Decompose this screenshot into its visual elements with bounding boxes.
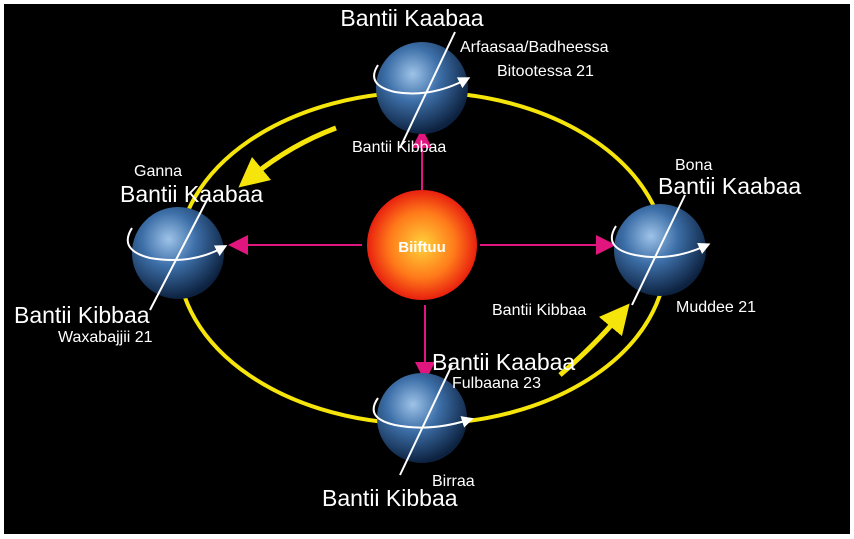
season-label: Bona xyxy=(675,157,712,174)
date-label: Fulbaana 23 xyxy=(452,375,541,392)
diagram: Biiftuu Bantii Kaabaa Arfaasaa/Badheessa… xyxy=(0,0,854,539)
south-label: Bantii Kibbaa xyxy=(352,139,446,156)
date-label: Waxabajjii 21 xyxy=(58,329,153,346)
season-label: Arfaasaa/Badheessa xyxy=(460,39,609,56)
season-label: Ganna xyxy=(134,163,182,180)
north-label: Bantii Kaabaa xyxy=(432,349,575,375)
sun-label: Biiftuu xyxy=(398,239,445,256)
south-label: Bantii Kibbaa xyxy=(14,302,150,328)
north-label: Bantii Kaabaa xyxy=(658,173,801,199)
south-label: Bantii Kibbaa xyxy=(492,302,586,319)
date-label: Muddee 21 xyxy=(676,299,756,316)
south-label: Bantii Kibbaa xyxy=(322,485,458,511)
date-label: Bitootessa 21 xyxy=(497,63,594,80)
north-label: Bantii Kaabaa xyxy=(340,5,483,31)
north-label: Bantii Kaabaa xyxy=(120,181,263,207)
